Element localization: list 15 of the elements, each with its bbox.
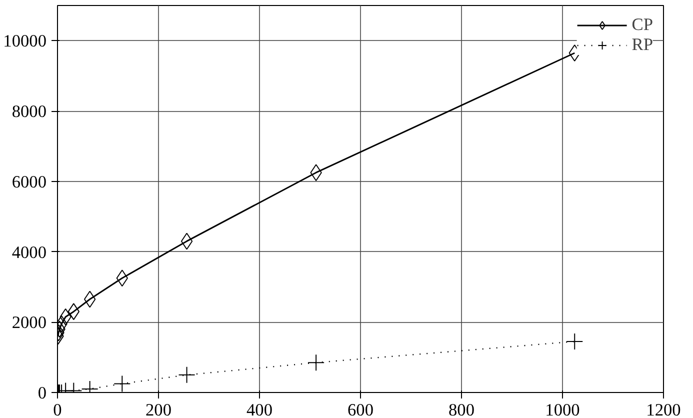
y-tick-label: 2000 (12, 313, 46, 332)
y-tick-label: 4000 (12, 242, 46, 262)
x-tick-label: 600 (348, 400, 374, 418)
y-tick-label: 0 (38, 384, 47, 402)
legend-label: CP (632, 15, 653, 35)
x-tick-label: 0 (53, 400, 62, 418)
y-tick-label: 10000 (3, 32, 47, 51)
x-tick-label: 200 (146, 400, 172, 418)
y-tick-label: 8000 (12, 102, 46, 122)
x-tick-label: 1200 (646, 400, 681, 418)
legend-label: RP (632, 35, 653, 55)
x-tick-label: 800 (448, 400, 475, 418)
y-tick-label: 6000 (12, 172, 46, 192)
x-tick-label: 1000 (545, 400, 580, 418)
x-tick-label: 400 (246, 400, 273, 418)
